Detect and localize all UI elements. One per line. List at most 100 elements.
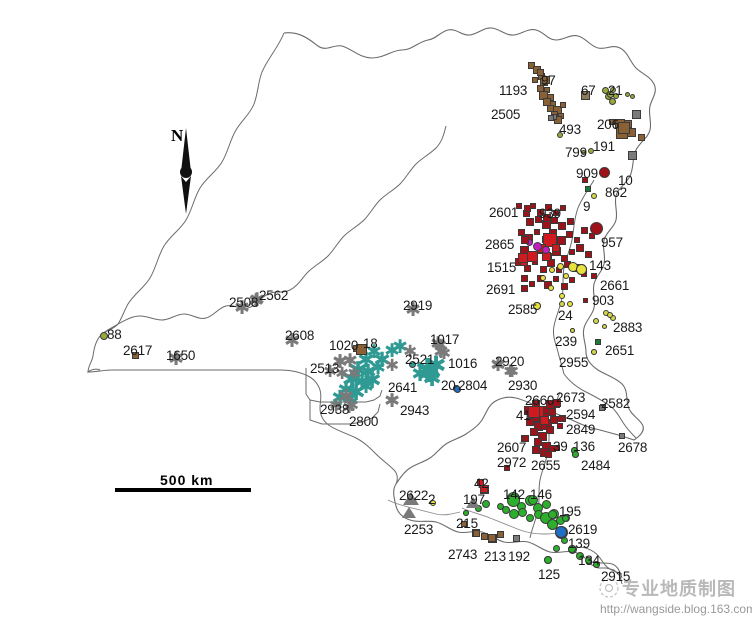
- cluster-marker-brown-cluster-206: [609, 119, 615, 125]
- cluster-marker-brown-chain-north: [560, 102, 566, 108]
- deposit-marker-493: [557, 132, 563, 138]
- deposit-marker-2508: ✱: [234, 298, 250, 319]
- deposit-label-134: 134: [578, 553, 600, 568]
- deposit-marker-2920: ✱: [490, 355, 506, 376]
- deposit-marker-1017: ✱: [430, 334, 446, 355]
- cluster-marker-yellowgreen-se: [593, 318, 599, 324]
- deposit-marker-862: [585, 186, 591, 192]
- cluster-marker-gray-stars-cluster: ✱: [248, 291, 264, 312]
- deposit-label-2660: 2660: [525, 393, 555, 408]
- deposit-marker-2641: ✱: [417, 356, 443, 389]
- cluster-marker-darkred-main-cluster: [565, 230, 573, 238]
- deposit-marker-957: [589, 221, 603, 235]
- cluster-marker-darkred-main-cluster: [553, 210, 559, 216]
- cluster-marker-gray-stars-cluster: ✱: [284, 331, 300, 352]
- deposit-marker-2585: [533, 302, 541, 310]
- cluster-marker-yellow-cluster-143: [563, 273, 569, 279]
- cluster-marker-darkred-main-cluster: [534, 215, 542, 223]
- deposit-label-909: 909: [576, 166, 598, 181]
- cluster-marker-green-cluster-south: [552, 544, 560, 552]
- cluster-marker-brown-squares-south: [496, 530, 504, 538]
- cluster-marker-teal-stars: ✱: [342, 389, 358, 410]
- cluster-marker-teal-stars: ✱: [422, 365, 442, 391]
- deposit-marker-2800: ✱: [341, 398, 357, 417]
- cluster-marker-brown-squares-south: [480, 532, 488, 540]
- deposit-label-2484: 2484: [581, 458, 611, 473]
- deposit-marker-2938: ✱: [338, 387, 354, 408]
- cluster-marker-magenta-cluster: [542, 246, 550, 254]
- cluster-marker-darkred-main-cluster: [580, 226, 588, 234]
- deposit-label-2641: 2641: [388, 380, 418, 395]
- deposit-marker-192: [512, 534, 520, 542]
- cluster-marker-darkred-south-cluster: [537, 431, 547, 441]
- internal-border-west: [87, 32, 285, 374]
- deposit-marker-2655: [544, 450, 552, 458]
- cluster-marker-gray-stars-cluster: ✱: [338, 387, 354, 408]
- cluster-marker-yellowgreen-se: [610, 315, 616, 321]
- deposit-label-239: 239: [555, 334, 577, 349]
- deposit-label-9: 9: [583, 199, 591, 214]
- deposit-label-2661: 2661: [600, 278, 630, 293]
- cluster-marker-darkred-main-cluster: [556, 235, 566, 245]
- deposit-marker-2919: ✱: [405, 300, 421, 321]
- deposit-label-20: 20: [441, 378, 456, 393]
- deposit-label-2655: 2655: [531, 458, 561, 473]
- deposit-label-192: 192: [508, 549, 530, 564]
- deposit-label-143: 143: [589, 258, 611, 273]
- deposit-marker-21: [606, 90, 614, 98]
- cluster-marker-darkred-south-cluster: [548, 408, 556, 416]
- deposit-label-2594: 2594: [566, 407, 596, 422]
- deposit-marker-2743: [472, 529, 480, 537]
- cluster-marker-olive-cluster-21: [629, 93, 635, 99]
- deposit-label-67: 67: [581, 83, 596, 98]
- deposit-label-142: 142: [503, 487, 525, 502]
- deposit-marker-97: [536, 68, 544, 76]
- cluster-marker-teal-stars: ✱: [331, 387, 349, 410]
- cluster-marker-yellow-cluster-143: [548, 285, 554, 291]
- cluster-marker-gray-stars-cluster: ✱: [234, 298, 250, 319]
- cluster-marker-red-bright-cluster: [543, 233, 557, 247]
- cluster-marker-brown-cluster-206: [637, 133, 645, 141]
- cluster-marker-teal-stars: ✱: [411, 363, 429, 386]
- deposit-marker-2678: [619, 433, 625, 439]
- internal-border-mid-box2: [309, 400, 381, 425]
- cluster-marker-gray-stars-cluster: ✱: [346, 364, 362, 383]
- deposit-label-2919: 2919: [403, 298, 433, 313]
- deposit-label-2955: 2955: [559, 355, 589, 370]
- cluster-marker-olive-cluster-21: [608, 97, 616, 105]
- deposit-label-195: 195: [559, 504, 581, 519]
- deposit-label-97: 97: [541, 73, 556, 88]
- cluster-marker-gray-stars-cluster: ✱: [322, 362, 338, 381]
- deposit-label-862: 862: [605, 185, 627, 200]
- deposit-marker-2582: [599, 405, 605, 411]
- cluster-marker-gray-stars-cluster: ✱: [432, 336, 448, 355]
- deposit-marker-143: [575, 263, 587, 275]
- deposit-marker-206: [618, 122, 630, 134]
- cluster-marker-yellow-cluster-143: [559, 293, 565, 299]
- deposit-label-1515: 1515: [487, 260, 517, 275]
- deposit-marker-67: [580, 90, 590, 100]
- deposit-marker-2930: ✱: [504, 362, 520, 381]
- deposit-label-24: 24: [558, 308, 573, 323]
- deposit-label-2607: 2607: [497, 440, 527, 455]
- deposit-marker-2505: [548, 115, 554, 121]
- scale-bar-label: 500 km: [160, 472, 214, 488]
- cluster-marker-green-cluster-south: [526, 514, 534, 522]
- deposit-label-136: 136: [573, 439, 595, 454]
- deposit-label-197: 197: [463, 492, 485, 507]
- cluster-marker-teal-stars: ✱: [414, 352, 442, 388]
- cluster-marker-darkred-main-cluster: [550, 216, 558, 224]
- deposit-marker-2943: ✱: [384, 391, 400, 412]
- internal-border-southeast-tail: [575, 546, 623, 575]
- north-arrow-icon: [168, 126, 204, 216]
- deposit-label-2582: 2582: [601, 396, 631, 411]
- cluster-marker-gray-stars-cluster: ✱: [334, 364, 350, 383]
- cluster-marker-brown-chain-north: [527, 61, 535, 69]
- deposit-label-2915: 2915: [601, 569, 631, 584]
- deposit-label-191: 191: [593, 139, 615, 154]
- cluster-marker-darkred-main-cluster: [544, 203, 552, 211]
- cluster-marker-green-cluster-south: [482, 500, 490, 508]
- cluster-marker-magenta-cluster: [532, 241, 542, 251]
- cluster-marker-green-cluster-south: [541, 499, 551, 509]
